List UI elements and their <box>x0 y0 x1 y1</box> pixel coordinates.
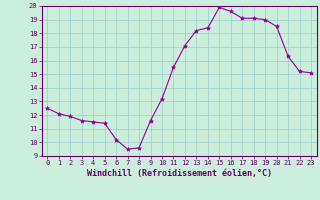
X-axis label: Windchill (Refroidissement éolien,°C): Windchill (Refroidissement éolien,°C) <box>87 169 272 178</box>
